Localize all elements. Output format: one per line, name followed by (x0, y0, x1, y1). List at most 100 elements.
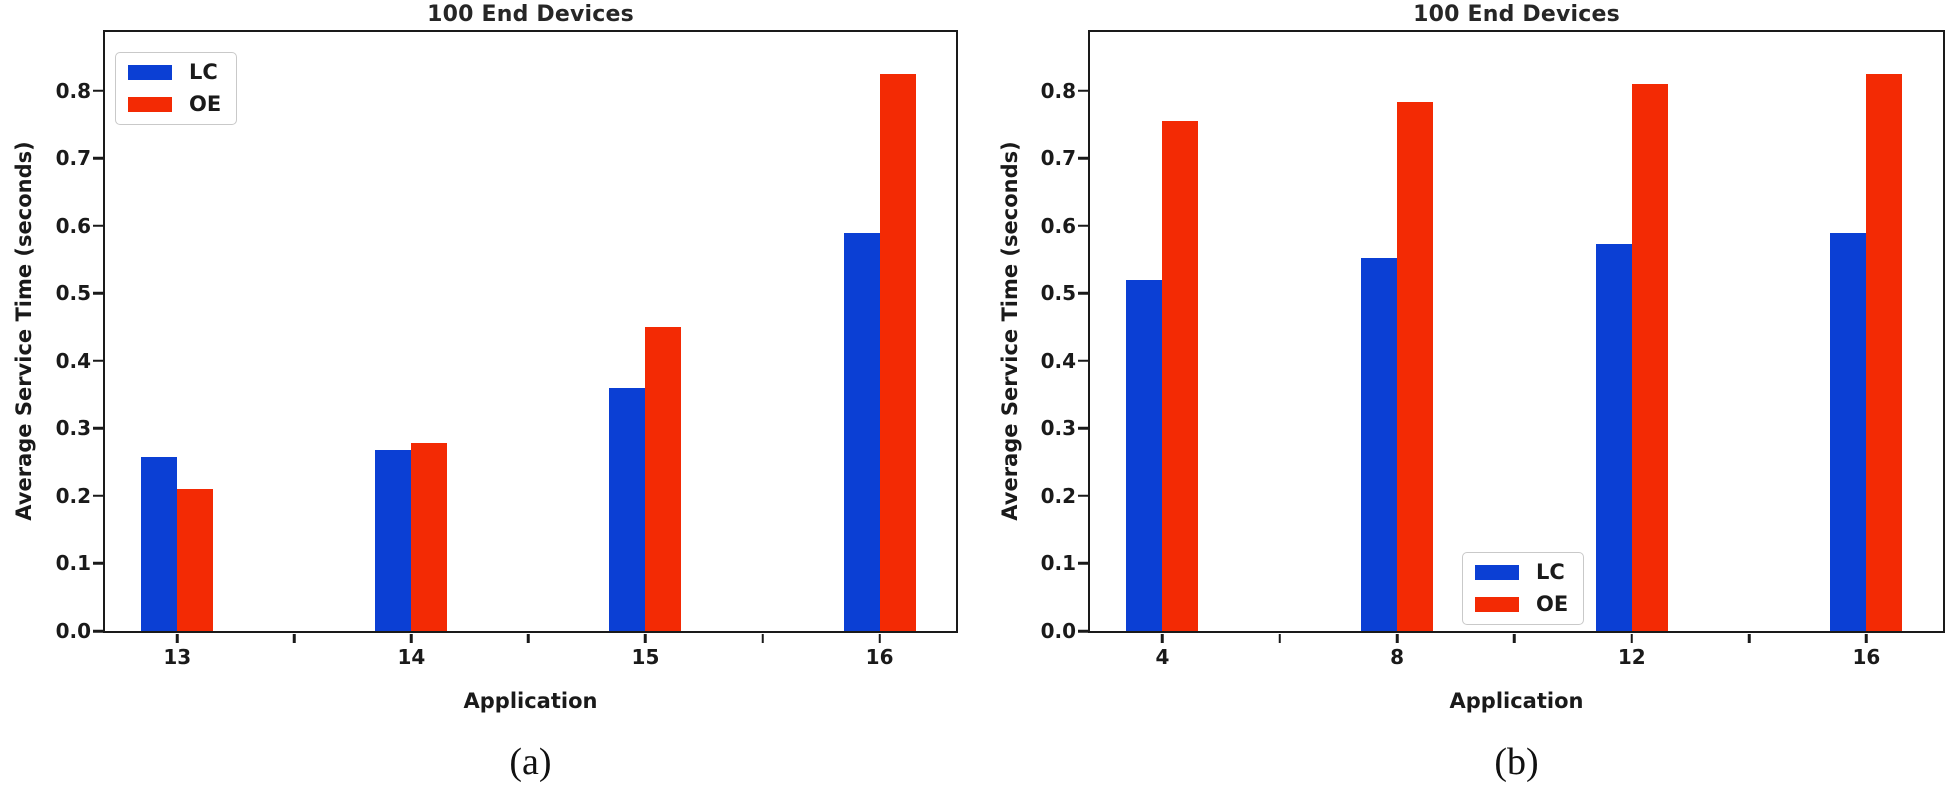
y-tick-mark-0.8 (92, 89, 103, 92)
x-minor-tick-mark (527, 633, 530, 643)
legend-label-LC: LC (1536, 560, 1565, 584)
y-tick-label-0.2: 0.2 (1040, 483, 1076, 508)
y-tick-label-0.1: 0.1 (1040, 551, 1076, 576)
y-tick-label-0.2: 0.2 (55, 483, 91, 508)
x-minor-tick-mark (761, 633, 764, 643)
legend-row-OE: OE (128, 94, 221, 115)
x-tick-mark-4 (1161, 633, 1164, 643)
y-tick-mark-0.5 (92, 292, 103, 295)
x-tick-label-4: 4 (1155, 645, 1170, 669)
y-tick-label-0.5: 0.5 (55, 281, 91, 306)
x-tick-mark-15 (644, 633, 647, 643)
bar-OE-15 (645, 327, 682, 631)
legend-row-LC: LC (128, 62, 221, 83)
y-tick-label-0.0: 0.0 (55, 619, 91, 643)
bar-LC-12 (1595, 244, 1632, 631)
y-tick-mark-0.5 (1077, 292, 1088, 295)
bar-OE-12 (1631, 84, 1668, 631)
y-tick-mark-0.6 (92, 224, 103, 228)
x-tick-mark-13 (175, 633, 179, 643)
y-tick-mark-0.4 (92, 359, 103, 363)
x-tick-mark-14 (410, 633, 413, 643)
y-tick-label-0.7: 0.7 (55, 146, 91, 171)
chart-a-plot-area: 0.0 0.1 0.2 0.3 0.4 0.5 0.6 0.7 0.8 13 14 15 16 LC OE (56, 30, 958, 667)
y-tick-mark-0.2 (1077, 494, 1088, 498)
x-tick-label-8: 8 (1390, 645, 1405, 669)
legend-swatch-LC (128, 65, 172, 80)
bar-LC-16 (1830, 232, 1867, 631)
bar-LC-8 (1361, 257, 1398, 631)
x-tick-mark-8 (1395, 633, 1399, 643)
x-tick-label-15: 15 (631, 645, 660, 669)
chart-a-caption: (a) (509, 741, 552, 783)
y-tick-label-0.0: 0.0 (1040, 619, 1076, 643)
legend: LC OE (1462, 552, 1585, 625)
x-tick-label-12: 12 (1617, 645, 1646, 669)
chart-b-title: 100 End Devices (1413, 2, 1620, 27)
bar-LC-13 (141, 457, 178, 631)
x-tick-label-16: 16 (1852, 645, 1881, 669)
y-tick-mark-0.0 (92, 629, 103, 633)
x-tick-label-13: 13 (163, 645, 192, 669)
chart-b-caption: (b) (1494, 741, 1539, 783)
chart-a-title: 100 End Devices (427, 2, 634, 27)
legend-label-OE: OE (189, 92, 222, 116)
y-tick-label-0.8: 0.8 (55, 78, 91, 103)
bar-LC-4 (1126, 279, 1163, 631)
chart-a-x-axis-label: Application (463, 689, 598, 713)
chart-b-x-axis-label: Application (1449, 689, 1584, 713)
y-tick-label-0.6: 0.6 (1040, 213, 1076, 238)
y-tick-label-0.7: 0.7 (1040, 146, 1076, 171)
y-tick-mark-0.6 (1077, 224, 1088, 228)
y-tick-label-0.4: 0.4 (55, 348, 91, 373)
x-minor-tick-mark (1747, 633, 1751, 643)
y-tick-mark-0.7 (92, 157, 103, 160)
y-tick-mark-0.8 (1077, 89, 1088, 92)
legend-row-LC: LC (1475, 562, 1568, 583)
y-tick-mark-0.4 (1077, 359, 1088, 363)
bar-LC-15 (609, 387, 646, 631)
y-tick-mark-0.7 (1077, 157, 1088, 160)
x-minor-tick-mark (293, 633, 296, 643)
legend-swatch-OE (1475, 597, 1519, 612)
y-tick-mark-0.2 (92, 494, 103, 498)
y-tick-mark-0.3 (1077, 427, 1088, 430)
bar-LC-16 (843, 232, 880, 631)
bar-OE-13 (177, 489, 214, 631)
y-tick-label-0.5: 0.5 (1040, 281, 1076, 306)
y-tick-label-0.6: 0.6 (55, 213, 91, 238)
bar-OE-16 (879, 73, 916, 631)
chart-b-plot-area: 0.0 0.1 0.2 0.3 0.4 0.5 0.6 0.7 0.8 4 8 12 16 LC OE (1041, 30, 1945, 667)
legend: LC OE (115, 52, 238, 125)
bar-OE-8 (1397, 102, 1434, 631)
y-tick-label-0.8: 0.8 (1040, 78, 1076, 103)
bar-OE-4 (1162, 121, 1199, 631)
bar-LC-14 (375, 450, 412, 631)
chart-b-y-axis-label: Average Service Time (seconds) (998, 141, 1022, 521)
y-tick-mark-0.0 (1077, 629, 1088, 633)
legend-row-OE: OE (1475, 594, 1568, 615)
y-tick-label-0.1: 0.1 (55, 551, 91, 576)
bar-OE-16 (1866, 73, 1903, 631)
y-tick-label-0.4: 0.4 (1040, 348, 1076, 373)
y-tick-mark-0.1 (1077, 562, 1088, 565)
y-tick-mark-0.3 (92, 427, 103, 430)
y-tick-mark-0.1 (92, 562, 103, 565)
x-tick-label-16: 16 (865, 645, 894, 669)
bar-OE-14 (411, 443, 448, 631)
legend-swatch-OE (128, 97, 172, 112)
legend-label-LC: LC (189, 60, 218, 84)
x-tick-label-14: 14 (397, 645, 426, 669)
x-minor-tick-mark (1278, 633, 1281, 643)
legend-label-OE: OE (1536, 592, 1569, 616)
legend-swatch-LC (1475, 565, 1519, 580)
x-tick-mark-12 (1630, 633, 1633, 643)
x-tick-mark-16 (878, 633, 881, 643)
y-tick-label-0.3: 0.3 (55, 416, 91, 441)
x-tick-mark-16 (1865, 633, 1868, 643)
x-minor-tick-mark (1513, 633, 1516, 643)
y-tick-label-0.3: 0.3 (1040, 416, 1076, 441)
